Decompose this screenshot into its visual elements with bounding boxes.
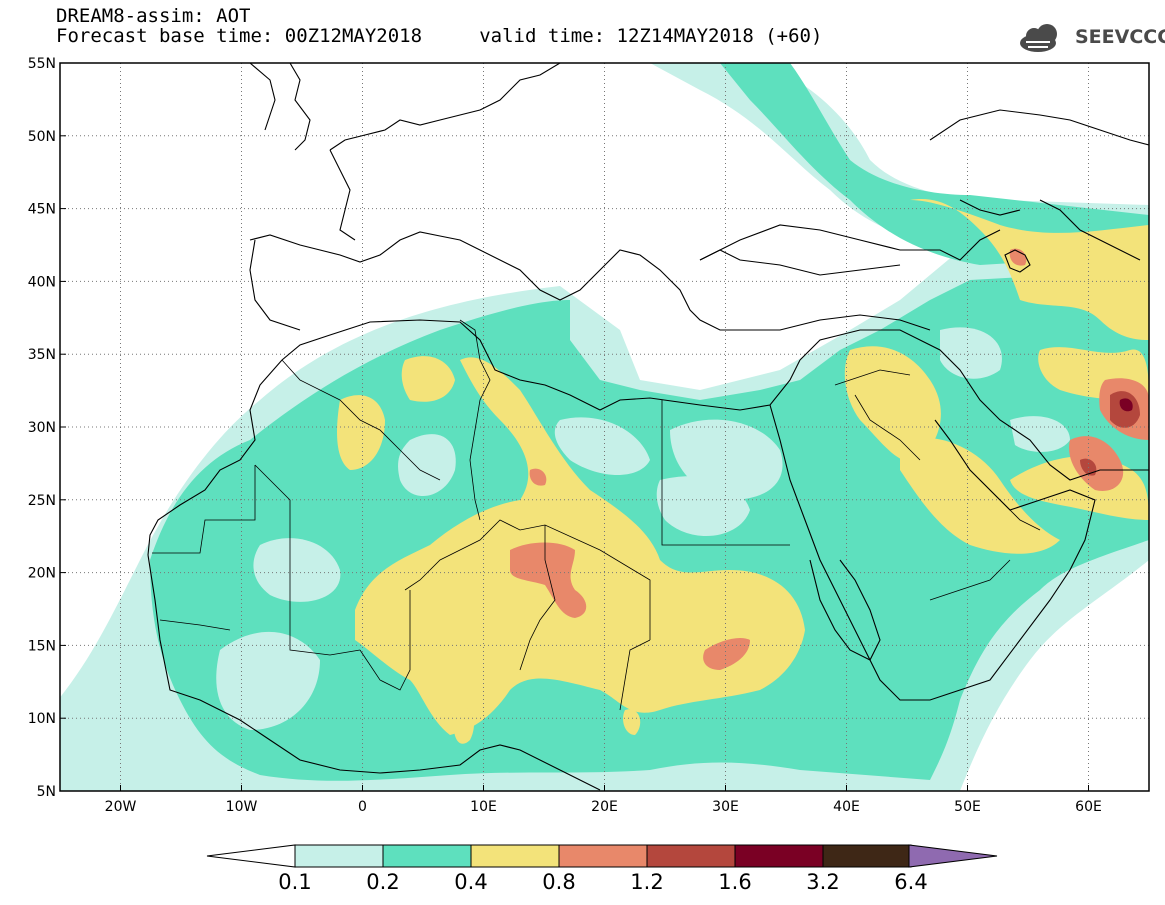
lat-tick-label: 45N: [28, 202, 56, 218]
lat-tick-label: 50N: [28, 129, 56, 145]
lon-tick-label: 10W: [226, 799, 258, 815]
lat-tick-label: 25N: [28, 493, 56, 509]
lon-tick-label: 20E: [591, 799, 618, 815]
colorbar-swatch: [822, 844, 912, 868]
colorbar-label: 0.1: [278, 870, 312, 894]
colorbar-label: 0.2: [366, 870, 400, 894]
colorbar-swatch: [382, 844, 472, 868]
colorbar-swatch: [294, 844, 384, 868]
colorbar-label: 1.2: [630, 870, 664, 894]
lat-tick-label: 40N: [28, 274, 56, 290]
lat-tick-label: 10N: [28, 711, 56, 727]
coastlines: [147, 63, 1149, 791]
aot-level-1-6: [1119, 398, 1133, 412]
lon-tick-label: 50E: [954, 799, 981, 815]
aot-field: [60, 63, 1149, 791]
lon-tick-label: 40E: [833, 799, 860, 815]
colorbar-over-arrow: [908, 844, 998, 868]
cloud-logo-icon: [1020, 24, 1057, 52]
colorbar-swatch: [558, 844, 648, 868]
lon-tick-label: 30E: [712, 799, 739, 815]
lon-tick-label: 20W: [105, 799, 137, 815]
logo-text: SEEVCCC: [1075, 26, 1165, 48]
colorbar-label: 1.6: [718, 870, 752, 894]
colorbar-label: 6.4: [894, 870, 928, 894]
colorbar-label: 0.8: [542, 870, 576, 894]
longitude-ticks: 20W 10W 0 10E 20E 30E 40E 50E 60E: [105, 785, 1102, 815]
colorbar-label: 0.4: [454, 870, 488, 894]
map-gridlines: [60, 63, 1149, 791]
lat-tick-label: 30N: [28, 420, 56, 436]
aot-level-0-4: [337, 199, 1149, 744]
lat-tick-label: 35N: [28, 347, 56, 363]
lon-tick-label: 0: [358, 799, 367, 815]
lat-tick-label: 20N: [28, 566, 56, 582]
lon-tick-label: 60E: [1075, 799, 1102, 815]
colorbar-label: 3.2: [806, 870, 840, 894]
lat-tick-label: 5N: [37, 784, 56, 800]
map-subtitle: Forecast base time: 00Z12MAY2018 valid t…: [56, 25, 823, 47]
country-borders: [152, 319, 1041, 711]
lon-tick-label: 10E: [470, 799, 497, 815]
latitude-ticks: 55N 50N 45N 40N 35N 30N 25N 20N 15N 10N 5N: [28, 56, 66, 800]
colorbar: [206, 844, 998, 868]
colorbar-swatch: [734, 844, 824, 868]
colorbar-swatch: [646, 844, 736, 868]
colorbar-swatch: [470, 844, 560, 868]
lat-tick-label: 15N: [28, 638, 56, 654]
map-title: DREAM8-assim: AOT: [56, 5, 251, 27]
lat-tick-label: 55N: [28, 56, 56, 72]
colorbar-under-arrow: [206, 844, 296, 868]
